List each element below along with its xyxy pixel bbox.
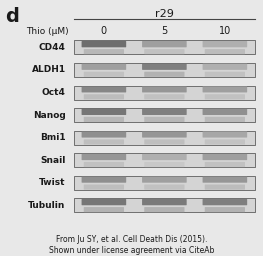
- Text: Snail: Snail: [41, 156, 66, 165]
- FancyBboxPatch shape: [82, 154, 126, 160]
- FancyBboxPatch shape: [82, 199, 126, 205]
- Text: CD44: CD44: [39, 43, 66, 52]
- FancyBboxPatch shape: [144, 139, 185, 145]
- FancyBboxPatch shape: [144, 117, 185, 122]
- FancyBboxPatch shape: [74, 198, 255, 212]
- FancyBboxPatch shape: [205, 185, 245, 190]
- FancyBboxPatch shape: [84, 207, 124, 212]
- FancyBboxPatch shape: [144, 94, 185, 99]
- FancyBboxPatch shape: [144, 49, 185, 54]
- Text: Nanog: Nanog: [33, 111, 66, 120]
- FancyBboxPatch shape: [144, 72, 185, 77]
- Text: 0: 0: [101, 26, 107, 36]
- FancyBboxPatch shape: [74, 131, 255, 145]
- FancyBboxPatch shape: [203, 86, 247, 92]
- FancyBboxPatch shape: [142, 41, 187, 47]
- FancyBboxPatch shape: [142, 109, 187, 115]
- FancyBboxPatch shape: [142, 63, 187, 70]
- FancyBboxPatch shape: [84, 72, 124, 77]
- FancyBboxPatch shape: [82, 109, 126, 115]
- FancyBboxPatch shape: [205, 162, 245, 167]
- FancyBboxPatch shape: [203, 63, 247, 70]
- FancyBboxPatch shape: [74, 176, 255, 190]
- Text: Twist: Twist: [39, 178, 66, 187]
- FancyBboxPatch shape: [205, 139, 245, 145]
- Text: Tubulin: Tubulin: [28, 201, 66, 210]
- Text: Bmi1: Bmi1: [40, 133, 66, 142]
- FancyBboxPatch shape: [82, 41, 126, 47]
- Text: Oct4: Oct4: [42, 88, 66, 97]
- FancyBboxPatch shape: [203, 41, 247, 47]
- FancyBboxPatch shape: [205, 117, 245, 122]
- Text: Thio (μM): Thio (μM): [26, 27, 68, 36]
- FancyBboxPatch shape: [74, 108, 255, 122]
- FancyBboxPatch shape: [84, 162, 124, 167]
- Text: ALDH1: ALDH1: [32, 66, 66, 74]
- FancyBboxPatch shape: [84, 94, 124, 99]
- FancyBboxPatch shape: [142, 131, 187, 137]
- FancyBboxPatch shape: [84, 117, 124, 122]
- FancyBboxPatch shape: [203, 154, 247, 160]
- FancyBboxPatch shape: [142, 86, 187, 92]
- Text: d: d: [5, 7, 19, 26]
- Text: 10: 10: [219, 26, 231, 36]
- FancyBboxPatch shape: [142, 199, 187, 205]
- FancyBboxPatch shape: [82, 176, 126, 183]
- FancyBboxPatch shape: [205, 207, 245, 212]
- Text: From Ju SY, et al. Cell Death Dis (2015).: From Ju SY, et al. Cell Death Dis (2015)…: [56, 235, 207, 244]
- FancyBboxPatch shape: [203, 131, 247, 137]
- FancyBboxPatch shape: [144, 185, 185, 190]
- Text: r29: r29: [155, 9, 174, 19]
- FancyBboxPatch shape: [84, 49, 124, 54]
- FancyBboxPatch shape: [74, 63, 255, 77]
- FancyBboxPatch shape: [205, 49, 245, 54]
- FancyBboxPatch shape: [82, 86, 126, 92]
- FancyBboxPatch shape: [74, 86, 255, 100]
- FancyBboxPatch shape: [203, 109, 247, 115]
- FancyBboxPatch shape: [203, 199, 247, 205]
- FancyBboxPatch shape: [142, 154, 187, 160]
- FancyBboxPatch shape: [205, 72, 245, 77]
- FancyBboxPatch shape: [74, 40, 255, 54]
- FancyBboxPatch shape: [82, 131, 126, 137]
- FancyBboxPatch shape: [142, 176, 187, 183]
- Text: 5: 5: [161, 26, 168, 36]
- FancyBboxPatch shape: [84, 185, 124, 190]
- FancyBboxPatch shape: [203, 176, 247, 183]
- FancyBboxPatch shape: [144, 207, 185, 212]
- Text: Shown under license agreement via CiteAb: Shown under license agreement via CiteAb: [49, 247, 214, 255]
- FancyBboxPatch shape: [84, 139, 124, 145]
- FancyBboxPatch shape: [74, 153, 255, 167]
- FancyBboxPatch shape: [205, 94, 245, 99]
- FancyBboxPatch shape: [82, 63, 126, 70]
- FancyBboxPatch shape: [144, 162, 185, 167]
